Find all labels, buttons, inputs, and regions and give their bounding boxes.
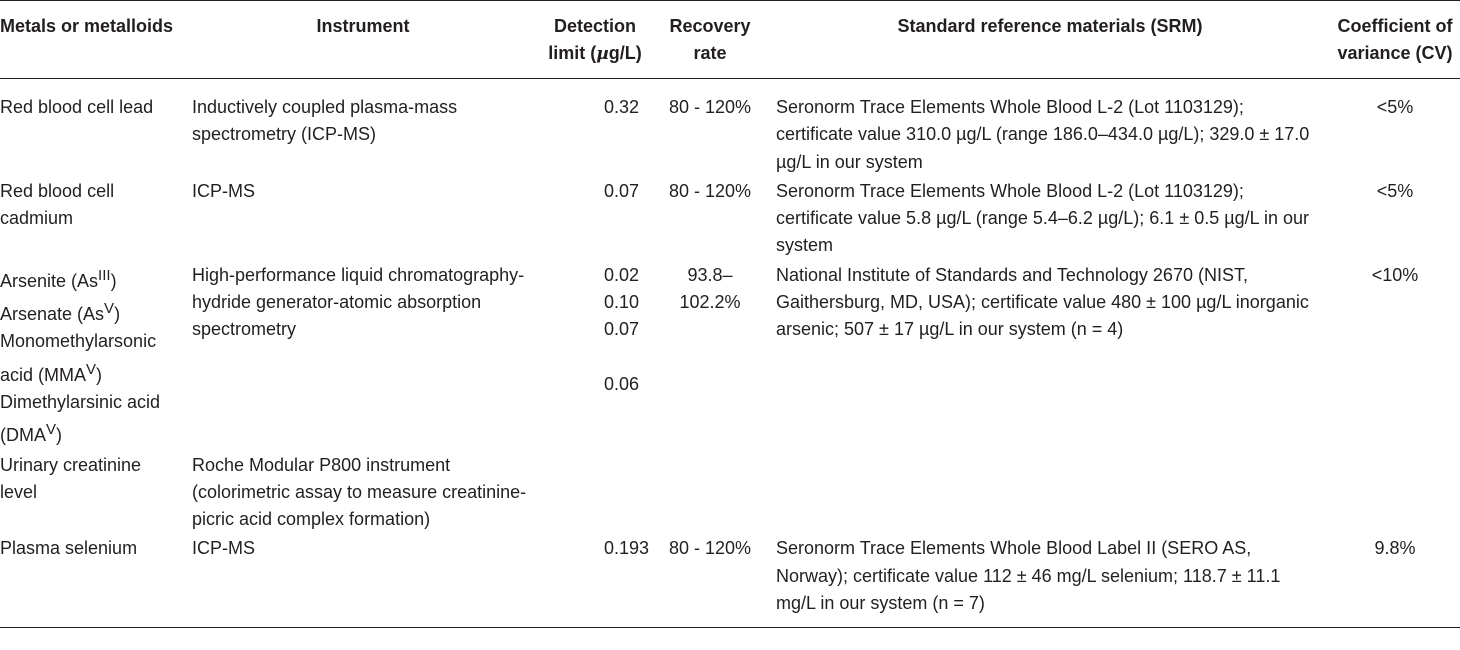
cell-instrument: Roche Modular P800 instrument (colorimet… (192, 454, 527, 530)
cell-recovery: 93.8–102.2% (679, 264, 741, 313)
cell-cv: <5% (1376, 97, 1414, 117)
cell-srm: National Institute of Standards and Tech… (776, 264, 1309, 340)
table-row: Arsenite (AsIII) Arsenate (AsV) Monometh… (0, 260, 1460, 450)
cell-metal: Red blood cell cadmium (0, 180, 115, 229)
cell-cv: 9.8% (1374, 538, 1416, 559)
arsenite-label: Arsenite (AsIII) (0, 266, 117, 291)
table-row: Urinary creatinine level Roche Modular P… (0, 450, 1460, 534)
arsenate-label: Arsenate (AsV) (0, 300, 121, 325)
cell-cv: <5% (1376, 180, 1414, 201)
cell-srm (770, 450, 1330, 534)
header-cv: Coefficient of variance (CV) (1337, 16, 1453, 63)
cell-cv (1330, 450, 1460, 534)
cell-recovery: 80 - 120% (668, 538, 752, 559)
cell-metal: Arsenite (AsIII) Arsenate (AsV) Monometh… (0, 260, 186, 450)
header-srm: Standard reference materials (SRM) (897, 16, 1203, 36)
table-row: Red blood cell cadmium ICP-MS 0.07 80 - … (0, 176, 1460, 260)
cell-recovery (650, 450, 770, 534)
cell-detection: 0.193 (604, 538, 650, 559)
dma-label: Dimethylarsinic acid (DMAV) (0, 391, 161, 446)
cell-srm: Seronorm Trace Elements Whole Blood Labe… (776, 538, 1281, 614)
metals-table: Metals or metalloids Instrument Detectio… (0, 0, 1460, 628)
header-detection-limit: Detection limit (µg/L) (548, 16, 642, 64)
table-row: Red blood cell lead Inductively coupled … (0, 79, 1460, 176)
table-header-row: Metals or metalloids Instrument Detectio… (0, 0, 1460, 79)
cell-instrument: ICP-MS (192, 180, 255, 201)
cell-recovery: 80 - 120% (668, 97, 752, 117)
cell-detection: 0.07 (604, 180, 640, 201)
dma-detection: 0.06 (604, 373, 640, 394)
cell-detection: 0.32 (604, 97, 640, 117)
cell-detection: 0.02 0.10 0.07 0.06 (540, 260, 650, 450)
cell-instrument: Inductively coupled plasma-mass spectrom… (192, 97, 458, 145)
cell-metal: Red blood cell lead (0, 97, 154, 117)
arsenite-detection: 0.02 (604, 264, 640, 285)
cell-recovery: 80 - 120% (668, 180, 752, 201)
cell-instrument: High-performance liquid chromatography-h… (192, 264, 525, 340)
cell-metal: Urinary creatinine level (0, 454, 142, 502)
cell-metal: Plasma selenium (0, 538, 138, 559)
cell-srm: Seronorm Trace Elements Whole Blood L-2 … (776, 180, 1309, 256)
header-recovery-rate: Recovery rate (669, 16, 751, 63)
cell-instrument: ICP-MS (192, 538, 255, 559)
mma-detection: 0.07 (604, 319, 640, 340)
cell-cv: <10% (1371, 264, 1419, 285)
cell-detection (540, 450, 650, 534)
arsenate-detection: 0.10 (604, 292, 640, 313)
header-metals: Metals or metalloids (0, 16, 174, 36)
mma-label: Monomethylarsonic acid (MMAV) (0, 331, 157, 385)
header-instrument: Instrument (316, 16, 410, 36)
table-row: Plasma selenium ICP-MS 0.193 80 - 120% S… (0, 533, 1460, 628)
cell-srm: Seronorm Trace Elements Whole Blood L-2 … (776, 97, 1310, 172)
